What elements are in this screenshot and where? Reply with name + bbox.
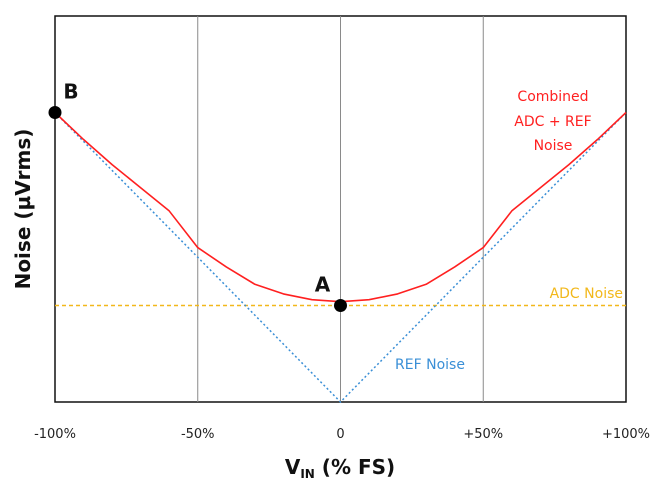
annotation-adc-noise: ADC Noise (550, 286, 623, 302)
point-label-a: A (315, 273, 331, 297)
grid-lines (197, 16, 484, 402)
annotation-ref-noise: REF Noise (395, 357, 465, 373)
point-b (48, 106, 62, 119)
x-axis-label-subscript: IN (300, 467, 315, 481)
x-tick-label: +100% (602, 427, 650, 442)
series-ref-noise (54, 111, 627, 404)
x-axis-label-rest: (% FS) (315, 455, 395, 479)
y-axis-label: Noise (µVrms) (11, 129, 35, 290)
data-points: AB (48, 80, 347, 312)
x-tick-labels: -100% -50% 0 +50% +100% (34, 427, 650, 442)
annotations: Combined ADC + REF Noise ADC Noise REF Noise (395, 89, 623, 373)
x-axis-label-main: V (285, 455, 301, 479)
point-label-b: B (63, 80, 78, 104)
x-axis-label: VIN (% FS) (285, 455, 395, 481)
annotation-noise: Noise (534, 138, 573, 154)
annotation-adc-ref: ADC + REF (514, 114, 591, 130)
x-tick-label: -100% (34, 427, 76, 442)
annotation-combined: Combined (517, 89, 588, 105)
x-tick-label: 0 (336, 427, 344, 442)
x-tick-label: -50% (181, 427, 215, 442)
x-tick-label: +50% (463, 427, 503, 442)
point-a (334, 299, 347, 312)
